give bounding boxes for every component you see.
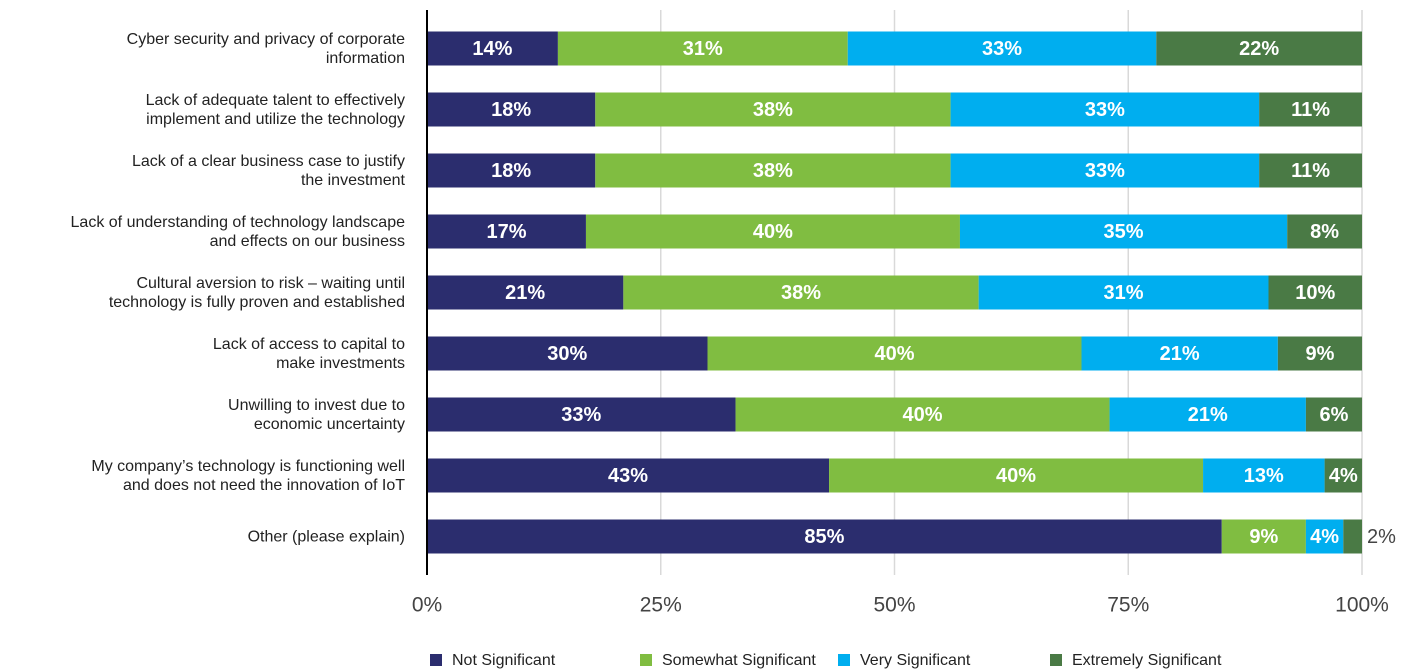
data-label: 40% [753, 221, 793, 243]
legend-label: Somewhat Significant [662, 652, 816, 669]
bar-segment [427, 458, 830, 493]
x-tick-label: 0% [412, 594, 442, 617]
bar-segment [427, 397, 736, 432]
data-label: 33% [561, 404, 601, 426]
data-label: 14% [472, 38, 512, 60]
legend-swatch [430, 654, 442, 666]
bar-segment [595, 92, 951, 127]
y-tick-label: Unwilling to invest due to economic unce… [228, 396, 405, 433]
bar-segment [1259, 153, 1362, 188]
y-tick-label: Lack of access to capital to make invest… [212, 335, 405, 372]
data-label: 31% [1104, 282, 1144, 304]
bar-segment [1305, 519, 1344, 554]
bar-segment [829, 458, 1204, 493]
bar-segment [1203, 458, 1325, 493]
data-label: 38% [753, 99, 793, 121]
bar-segment [1259, 92, 1362, 127]
data-label: 6% [1319, 404, 1348, 426]
bar-segment [427, 336, 708, 371]
y-tick-label: Lack of a clear business case to justify… [131, 152, 405, 189]
bar-segment [1305, 397, 1362, 432]
bar-segment [595, 153, 951, 188]
data-label: 33% [982, 38, 1022, 60]
data-label: 40% [996, 465, 1036, 487]
data-label: 4% [1329, 465, 1358, 487]
bar-segment [623, 275, 979, 310]
bar-segment [735, 397, 1110, 432]
data-label: 21% [1160, 343, 1200, 365]
bar-segment [427, 519, 1222, 554]
bar-segment [1287, 214, 1362, 249]
x-tick-label: 50% [873, 594, 915, 617]
data-label: 21% [1188, 404, 1228, 426]
bar-segment [1343, 519, 1362, 554]
data-label: 18% [491, 99, 531, 121]
data-label: 85% [804, 526, 844, 548]
data-label: 30% [547, 343, 587, 365]
bar-segment [707, 336, 1082, 371]
y-tick-label: Cyber security and privacy of corporate … [126, 30, 405, 67]
bar-segment [585, 214, 960, 249]
bar-segment [1221, 519, 1306, 554]
bar-segment [1268, 275, 1362, 310]
bar-segment [427, 275, 624, 310]
legend-label: Not Significant [452, 652, 556, 669]
bar-segment [427, 214, 586, 249]
bar-segment [1277, 336, 1362, 371]
x-tick-label: 25% [640, 594, 682, 617]
data-label: 38% [781, 282, 821, 304]
data-label: 17% [486, 221, 526, 243]
data-label: 21% [505, 282, 545, 304]
y-tick-label: My company’s technology is functioning w… [91, 457, 405, 494]
y-tick-label: Cultural aversion to risk – waiting unti… [108, 274, 405, 311]
data-label: 9% [1249, 526, 1278, 548]
bar-segment [427, 92, 596, 127]
data-label: 22% [1239, 38, 1279, 60]
data-label: 11% [1291, 160, 1330, 182]
legend-label: Very Significant [860, 652, 971, 669]
bar-segment [950, 92, 1260, 127]
data-label: 11% [1291, 99, 1330, 121]
legend-swatch [640, 654, 652, 666]
data-label: 40% [903, 404, 943, 426]
x-tick-label: 100% [1335, 594, 1389, 617]
bar-segment [557, 31, 848, 66]
bar-segment [847, 31, 1157, 66]
bar-segment [427, 31, 558, 66]
data-label: 35% [1104, 221, 1144, 243]
bar-segment [1156, 31, 1362, 66]
bar-segment [959, 214, 1288, 249]
legend-swatch [1050, 654, 1062, 666]
bar-segment [1324, 458, 1362, 493]
data-label: 4% [1310, 526, 1339, 548]
legend-label: Extremely Significant [1072, 652, 1222, 669]
bar-segment [427, 153, 596, 188]
bar-segment [978, 275, 1269, 310]
bar-segment [1109, 397, 1306, 432]
data-label: 8% [1310, 221, 1339, 243]
legend-swatch [838, 654, 850, 666]
data-label: 33% [1085, 160, 1125, 182]
data-label: 10% [1295, 282, 1335, 304]
data-label: 38% [753, 160, 793, 182]
data-label: 13% [1244, 465, 1284, 487]
data-label: 43% [608, 465, 648, 487]
y-tick-label: Lack of understanding of technology land… [70, 213, 405, 250]
y-tick-label: Lack of adequate talent to effectively i… [145, 91, 405, 128]
data-label: 31% [683, 38, 723, 60]
data-label: 40% [874, 343, 914, 365]
data-label: 2% [1367, 526, 1396, 548]
data-label: 33% [1085, 99, 1125, 121]
data-label: 9% [1305, 343, 1334, 365]
x-tick-label: 75% [1107, 594, 1149, 617]
data-label: 18% [491, 160, 531, 182]
bar-segment [950, 153, 1260, 188]
bar-segment [1081, 336, 1278, 371]
y-tick-label: Other (please explain) [247, 528, 405, 545]
